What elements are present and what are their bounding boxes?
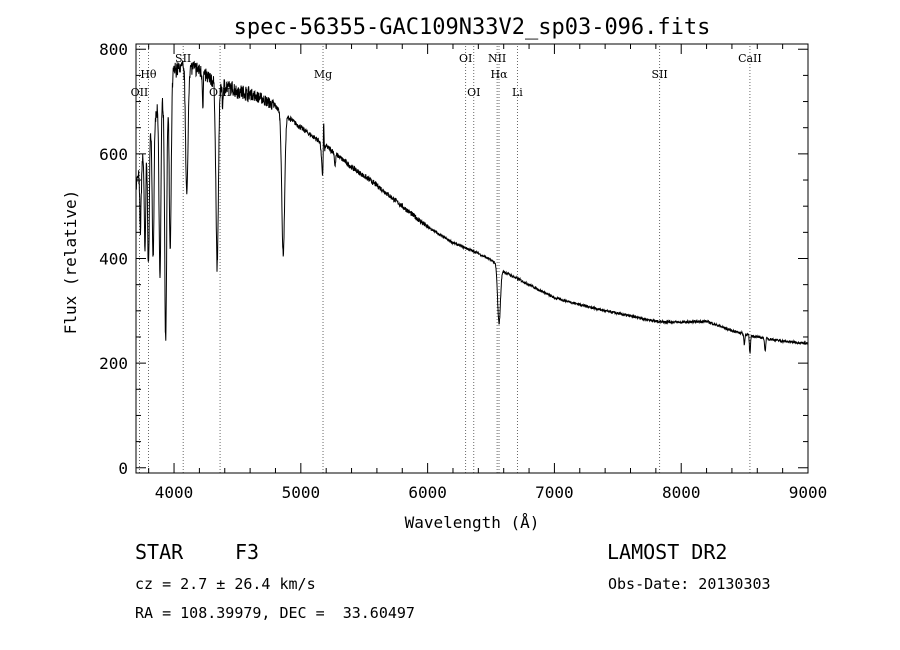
y-tick-label: 800 [99, 40, 128, 59]
spectral-line-label: OI [459, 52, 472, 65]
x-axis: 4000 5000 6000 7000 8000 9000 [148, 44, 828, 502]
observation-date: Obs-Date: 20130303 [608, 575, 771, 593]
x-tick-label: 5000 [282, 483, 321, 502]
y-tick-label: 200 [99, 354, 128, 373]
spectral-line-markers [139, 46, 751, 473]
x-tick-label: 4000 [155, 483, 194, 502]
spectral-line-label: Hθ [140, 68, 157, 81]
x-tick-label: 6000 [408, 483, 447, 502]
spectral-line-label: NII [488, 52, 506, 65]
y-tick-label: 600 [99, 145, 128, 164]
plot-frame [135, 43, 809, 474]
x-tick-label: 7000 [535, 483, 574, 502]
y-axis: 0 200 400 600 800 [99, 40, 808, 478]
y-tick-label: 0 [118, 459, 128, 478]
x-tick-label: 8000 [662, 483, 701, 502]
x-axis-title: Wavelength (Å) [405, 513, 540, 532]
spectral-line-label: CaII [738, 52, 762, 65]
spectral-line-label: Mg [314, 68, 332, 81]
spectral-line-label: OIII [209, 86, 231, 99]
redshift-value: cz = 2.7 ± 26.4 km/s [135, 575, 316, 593]
y-axis-title: Flux (relative) [61, 190, 80, 335]
spectral-line-label: SII [175, 52, 191, 65]
x-tick-label: 9000 [789, 483, 828, 502]
y-tick-label: 400 [99, 250, 128, 269]
spectrum-series-line [135, 60, 808, 354]
spectral-line-label: Hα [490, 68, 508, 81]
spectral-line-labels: Hθ OII SII OIII Mg OI OI NII Hα Li SII CaII [131, 52, 762, 99]
survey-name: LAMOST DR2 [607, 540, 728, 564]
chart-title: spec-56355-GAC109N33V2_sp03-096.fits [234, 15, 711, 40]
spectral-line-label: Li [512, 86, 523, 99]
spectral-line-label: OI [467, 86, 480, 99]
spectral-line-label: SII [652, 68, 668, 81]
object-subclass: F3 [235, 540, 260, 564]
object-class: STAR [135, 540, 184, 564]
spectral-line-label: OII [131, 86, 149, 99]
coordinates: RA = 108.39979, DEC = 33.60497 [135, 604, 415, 622]
